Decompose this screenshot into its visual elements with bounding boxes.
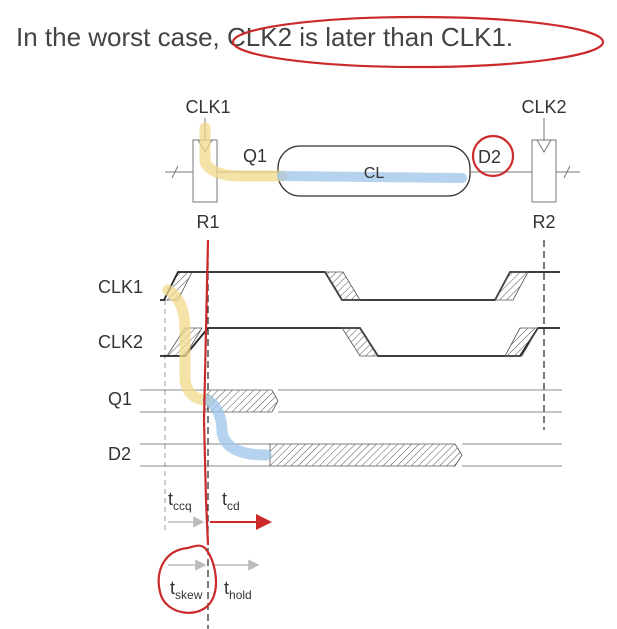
d2-label: D2 — [478, 147, 501, 167]
register-r2 — [531, 139, 557, 203]
d2-waveform — [140, 443, 562, 467]
signal-label-clk2: CLK2 — [98, 332, 143, 352]
clk1-to-q1-highlight — [162, 284, 214, 406]
tccq-label: tccq — [168, 489, 192, 513]
clk1-label: CLK1 — [185, 97, 230, 117]
clk1-path-highlight — [199, 122, 288, 182]
signal-label-q1: Q1 — [108, 389, 132, 409]
signal-label-clk1: CLK1 — [98, 277, 143, 297]
clk2-waveform — [160, 327, 560, 357]
tcd-label: tcd — [222, 489, 240, 513]
r2-label: R2 — [532, 212, 555, 232]
cl-label: CL — [364, 165, 385, 182]
data-path-highlight — [277, 171, 467, 183]
q1-label: Q1 — [243, 146, 267, 166]
red-clock-edge-line — [202, 239, 210, 546]
timing-annotations: tccq tcd tskew thold — [157, 239, 272, 614]
signal-label-d2: D2 — [108, 444, 131, 464]
headline-emphasis-ellipse — [231, 15, 605, 69]
clk2-label: CLK2 — [521, 97, 566, 117]
tskew-emphasis-circle — [157, 544, 218, 614]
d2-emphasis-circle — [471, 134, 515, 178]
q1-to-d2-highlight — [202, 394, 272, 461]
tskew-label: tskew — [170, 578, 203, 602]
circuit-schematic: CLK1 CLK2 Q1 D2 CL R1 R2 — [165, 97, 580, 232]
headline-part1: In the worst case, — [16, 22, 227, 52]
timing-waveforms: CLK1 CLK2 Q1 D2 — [98, 240, 562, 629]
thold-label: thold — [224, 578, 252, 602]
clk1-waveform — [160, 271, 560, 301]
r1-label: R1 — [196, 212, 219, 232]
q1-waveform — [140, 389, 562, 413]
